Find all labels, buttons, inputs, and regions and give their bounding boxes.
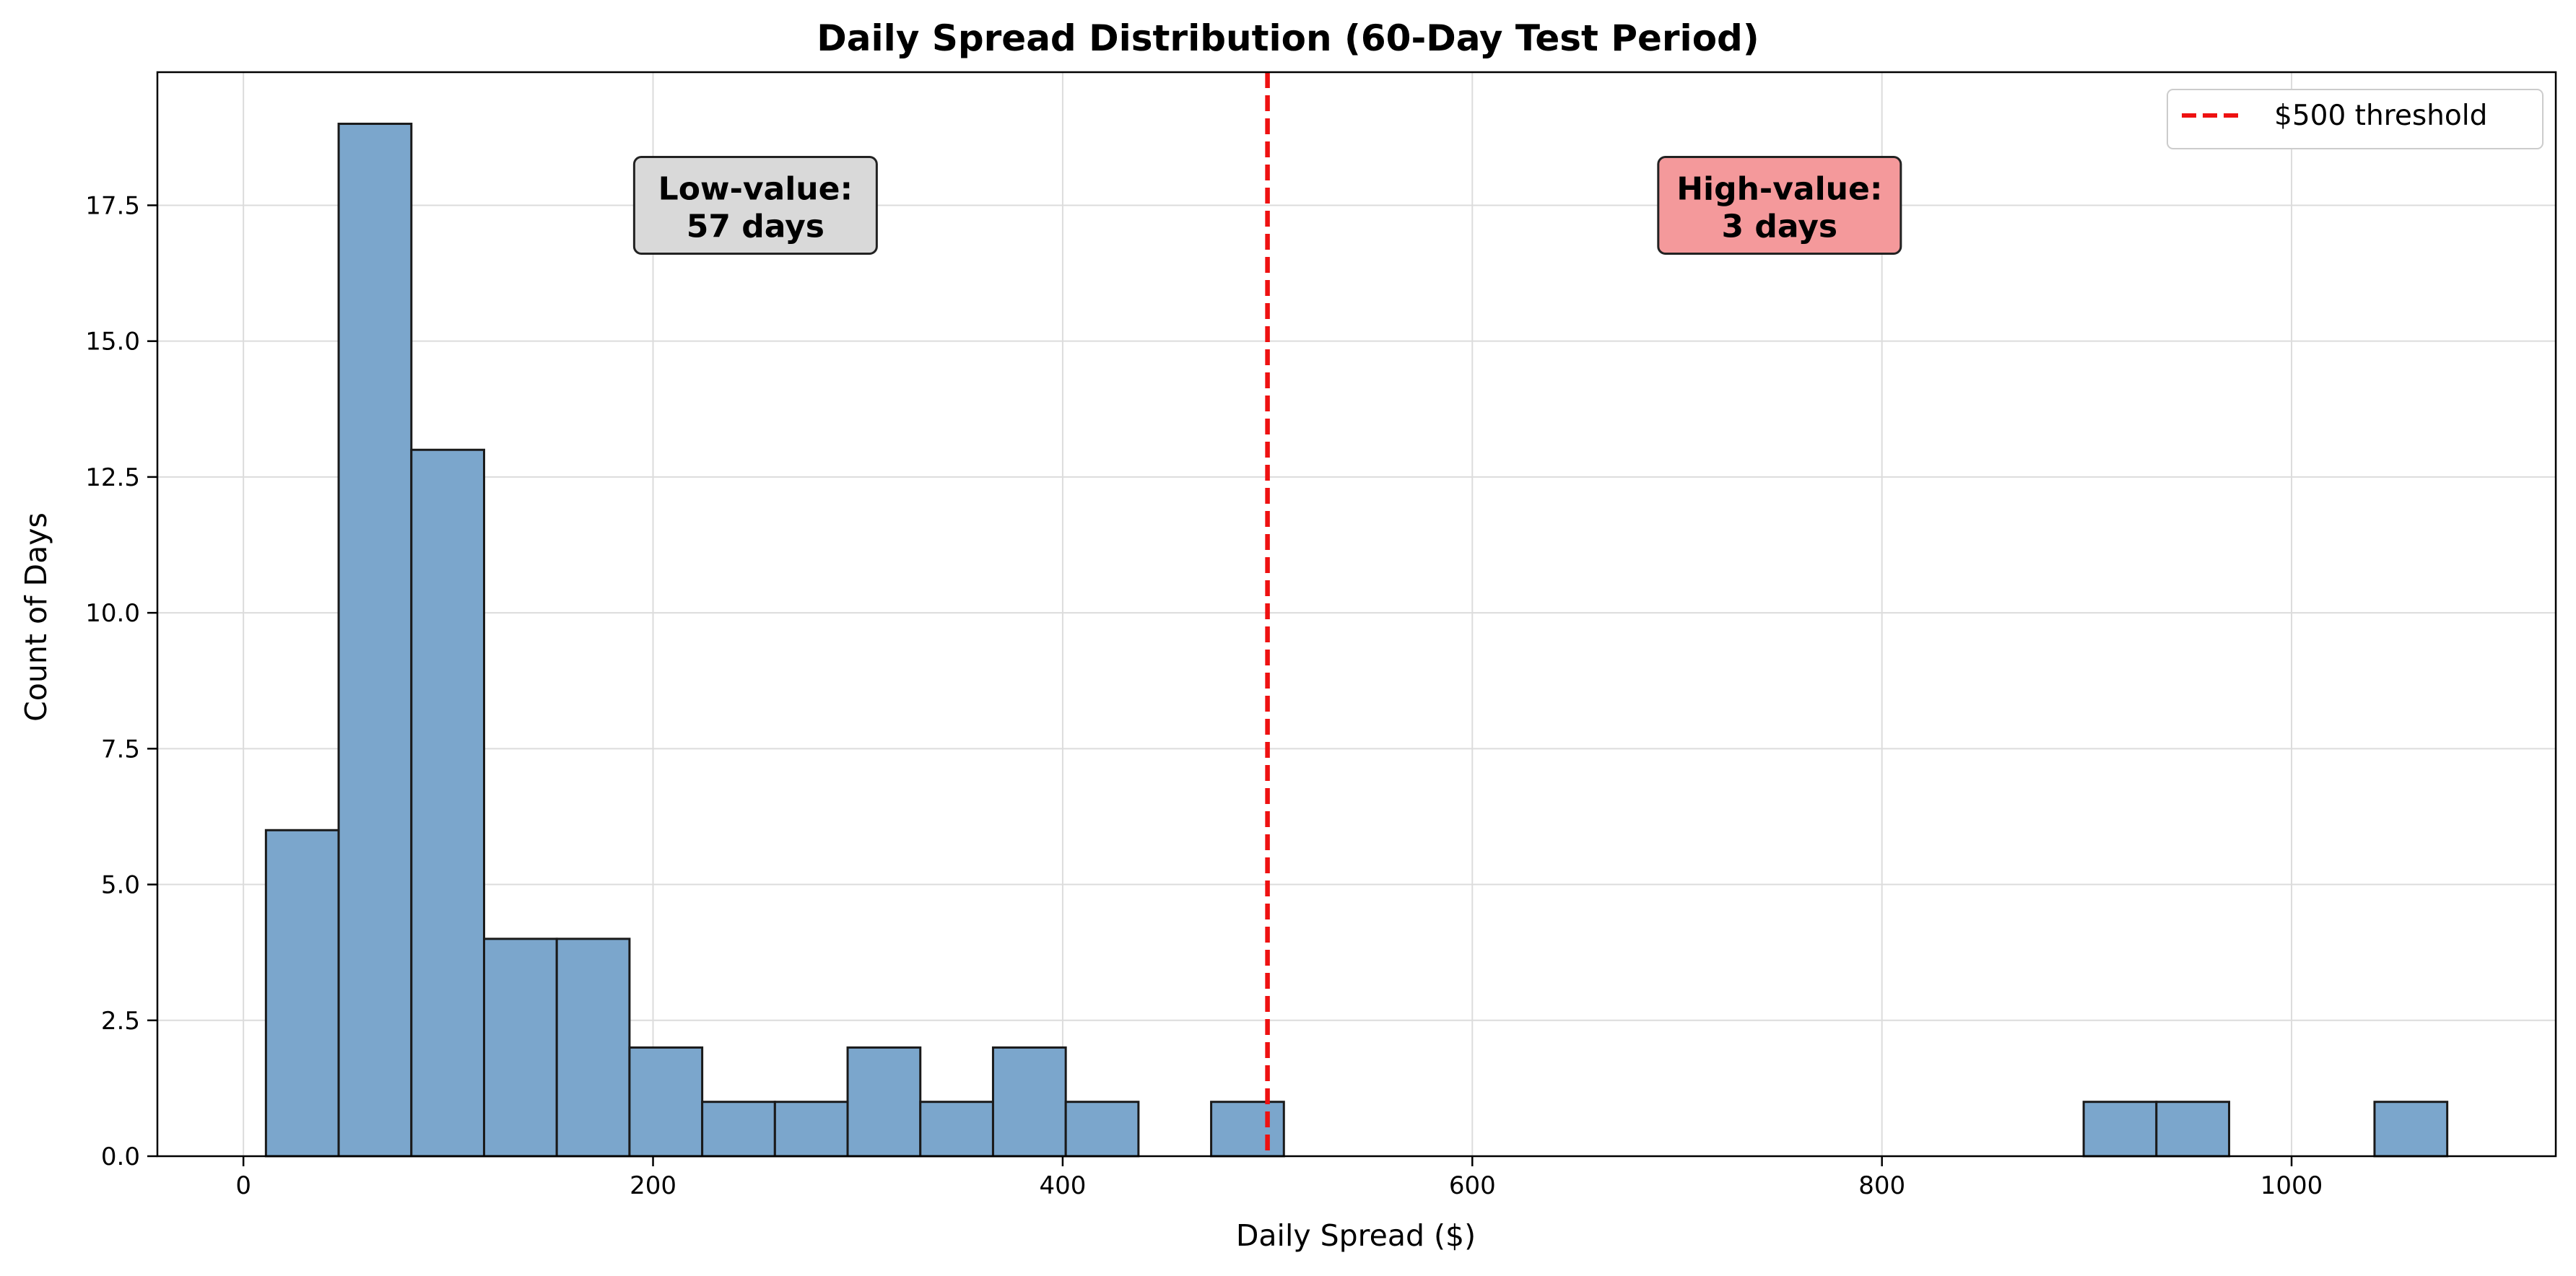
y-tick-label: 0.0 bbox=[101, 1142, 140, 1171]
histogram-bar bbox=[919, 1101, 994, 1158]
annotation-box bbox=[1657, 155, 1902, 255]
legend-threshold-label: $500 threshold bbox=[2274, 100, 2487, 132]
x-tick-label: 400 bbox=[1039, 1171, 1086, 1200]
plot-frame bbox=[156, 71, 2557, 1158]
y-tick-label: 10.0 bbox=[85, 599, 140, 628]
annotation-line-2: 57 days bbox=[687, 208, 824, 245]
legend-box bbox=[2167, 89, 2544, 149]
histogram-bar bbox=[337, 123, 413, 1158]
histogram-bar bbox=[773, 1101, 849, 1158]
chart-title: Daily Spread Distribution (60-Day Test P… bbox=[817, 17, 1759, 59]
histogram-bar bbox=[2373, 1101, 2449, 1158]
histogram-bar bbox=[555, 938, 631, 1158]
x-tick-label: 200 bbox=[630, 1171, 676, 1200]
y-tick-label: 7.5 bbox=[101, 735, 140, 764]
histogram-bar bbox=[1210, 1101, 1285, 1158]
annotation-box bbox=[632, 155, 878, 255]
y-tick-label: 5.0 bbox=[101, 871, 140, 900]
y-tick-label: 2.5 bbox=[101, 1007, 140, 1036]
x-axis-label: Daily Spread ($) bbox=[1236, 1218, 1476, 1253]
annotation-line-1: Low-value: bbox=[658, 170, 853, 207]
region-annotation: Low-value:57 days bbox=[632, 155, 878, 255]
annotation-line-2: 3 days bbox=[1721, 208, 1837, 245]
histogram-bars bbox=[264, 123, 2449, 1158]
x-tick-label: 1000 bbox=[2260, 1171, 2323, 1200]
x-tick-label: 600 bbox=[1449, 1171, 1496, 1200]
histogram-bar bbox=[264, 829, 340, 1158]
histogram-bar bbox=[2082, 1101, 2158, 1158]
histogram-bar bbox=[628, 1046, 704, 1158]
region-annotations: Low-value:57 days High-value:3 days bbox=[632, 155, 1902, 255]
y-tick-label: 12.5 bbox=[85, 463, 140, 492]
legend: $500 threshold bbox=[2167, 89, 2544, 149]
x-tick-label: 0 bbox=[235, 1171, 251, 1200]
histogram-bar bbox=[2155, 1101, 2231, 1158]
x-tick-label: 800 bbox=[1858, 1171, 1905, 1200]
y-tick-label: 17.5 bbox=[85, 191, 140, 220]
histogram-bar bbox=[482, 938, 558, 1158]
histogram-bar bbox=[991, 1046, 1067, 1158]
region-annotation: High-value:3 days bbox=[1657, 155, 1902, 255]
y-tick-label: 15.0 bbox=[85, 328, 140, 357]
histogram-bar bbox=[846, 1046, 922, 1158]
y-axis-label: Count of Days bbox=[19, 512, 53, 722]
histogram-bar bbox=[701, 1101, 776, 1158]
annotation-line-1: High-value: bbox=[1676, 170, 1882, 207]
histogram-bar bbox=[1064, 1101, 1140, 1158]
histogram-bar bbox=[410, 448, 485, 1158]
axis-ticks: 0 200 400 600 800 1000 0.0 2.5 5.0 7.5 10.0 12.5 15.… bbox=[85, 191, 2323, 1200]
